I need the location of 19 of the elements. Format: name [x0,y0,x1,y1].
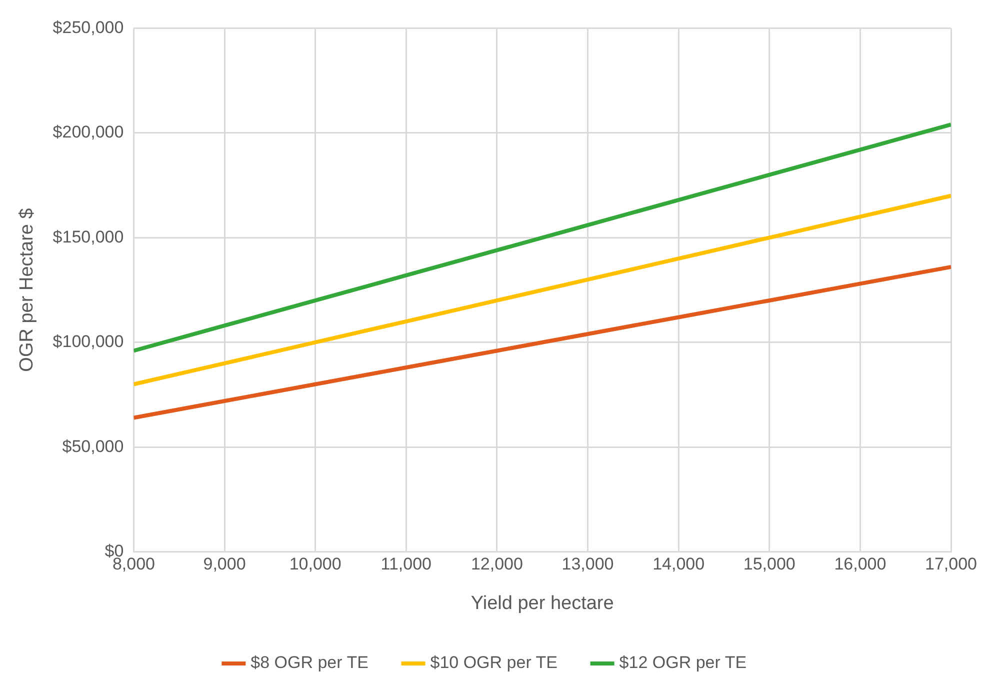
x-axis-title: Yield per hectare [470,592,614,614]
y-tick-label: $50,000 [62,436,124,456]
x-tick-label: 17,000 [925,554,977,574]
x-tick-label: 13,000 [562,554,614,574]
x-tick-label: 15,000 [743,554,796,574]
x-tick-label: 12,000 [470,554,523,574]
x-tick-label: 9,000 [203,554,246,574]
y-axis-title: OGR per Hectare $ [16,208,38,372]
x-tick-label: 16,000 [834,554,886,574]
y-tick-label: $100,000 [52,332,124,352]
legend-label: $8 OGR per TE [250,653,368,672]
y-tick-label: $150,000 [52,227,124,246]
y-tick-label: $250,000 [52,18,124,37]
legend-label: $10 OGR per TE [430,653,558,672]
x-tick-label: 10,000 [289,554,342,574]
y-tick-label: $200,000 [52,122,124,142]
x-tick-label: 14,000 [652,554,705,574]
legend-label: $12 OGR per TE [619,653,747,672]
x-tick-label: 11,000 [380,554,432,574]
